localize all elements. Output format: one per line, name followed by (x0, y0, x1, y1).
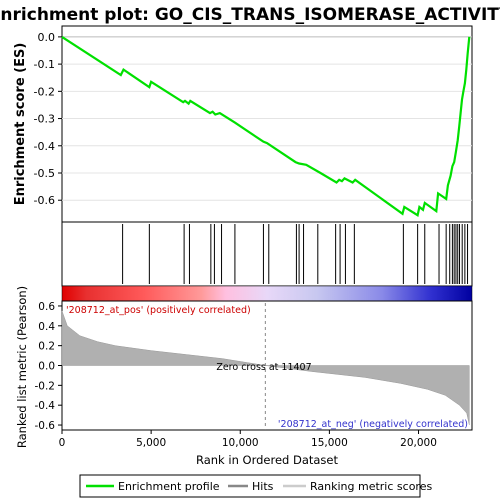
rank-y-tick-label: 0.2 (38, 341, 55, 353)
es-y-tick-label: -0.1 (34, 58, 55, 71)
ranking-metric-area (61, 310, 470, 426)
hit-marks (122, 224, 469, 284)
x-tick-label: 20,000 (400, 437, 437, 449)
es-panel (61, 25, 473, 223)
legend-label-ranking: Ranking metric scores (310, 480, 432, 493)
es-y-tick-label: -0.5 (34, 167, 55, 180)
es-y-tick-label: -0.2 (34, 85, 55, 98)
x-axis-label: Rank in Ordered Dataset (196, 453, 339, 467)
ranking-color-bar (61, 285, 473, 302)
es-grid (62, 36, 472, 201)
zero-cross-label: Zero cross at 11407 (216, 362, 311, 373)
positive-correlation-label: '208712_at_pos' (positively correlated) (66, 305, 251, 316)
legend: Enrichment profile Hits Ranking metric s… (79, 474, 432, 498)
rank-y-tick-label: 0.0 (38, 361, 55, 373)
rank-y-ticks: 0.6 0.4 0.2 0.0 -0.2 -0.4 -0.6 (35, 301, 62, 432)
x-tick-label: 5,000 (136, 437, 166, 449)
legend-label-hits: Hits (252, 480, 274, 493)
x-tick-label: 15,000 (311, 437, 348, 449)
negative-correlation-label: '208712_at_neg' (negatively correlated) (278, 419, 468, 430)
es-y-tick-label: -0.3 (34, 113, 55, 126)
x-ticks: 0 5,000 10,000 15,000 20,000 (59, 430, 437, 449)
rank-y-tick-label: 0.4 (38, 321, 55, 333)
legend-label-enrichment: Enrichment profile (118, 480, 220, 493)
hits-panel (61, 221, 473, 287)
ranking-y-axis-label: Ranked list metric (Pearson) (15, 286, 29, 448)
chart-title: Enrichment plot: GO_CIS_TRANS_ISOMERASE_… (0, 5, 500, 25)
es-y-tick-label: -0.4 (34, 140, 55, 153)
rank-y-tick-label: 0.6 (38, 301, 55, 313)
es-y-axis-label: Enrichment score (ES) (13, 43, 28, 206)
es-y-ticks: 0.0 -0.1 -0.2 -0.3 -0.4 -0.5 -0.6 (34, 31, 62, 207)
x-tick-label: 10,000 (222, 437, 259, 449)
es-y-tick-label: -0.6 (34, 194, 55, 207)
x-tick-label: 0 (59, 437, 66, 449)
rank-y-tick-label: -0.2 (35, 380, 56, 392)
enrichment-profile-line (61, 35, 471, 217)
legend-box (79, 474, 421, 498)
rank-y-tick-label: -0.4 (35, 400, 56, 412)
es-y-tick-label: 0.0 (38, 31, 56, 44)
rank-y-tick-label: -0.6 (35, 420, 56, 432)
